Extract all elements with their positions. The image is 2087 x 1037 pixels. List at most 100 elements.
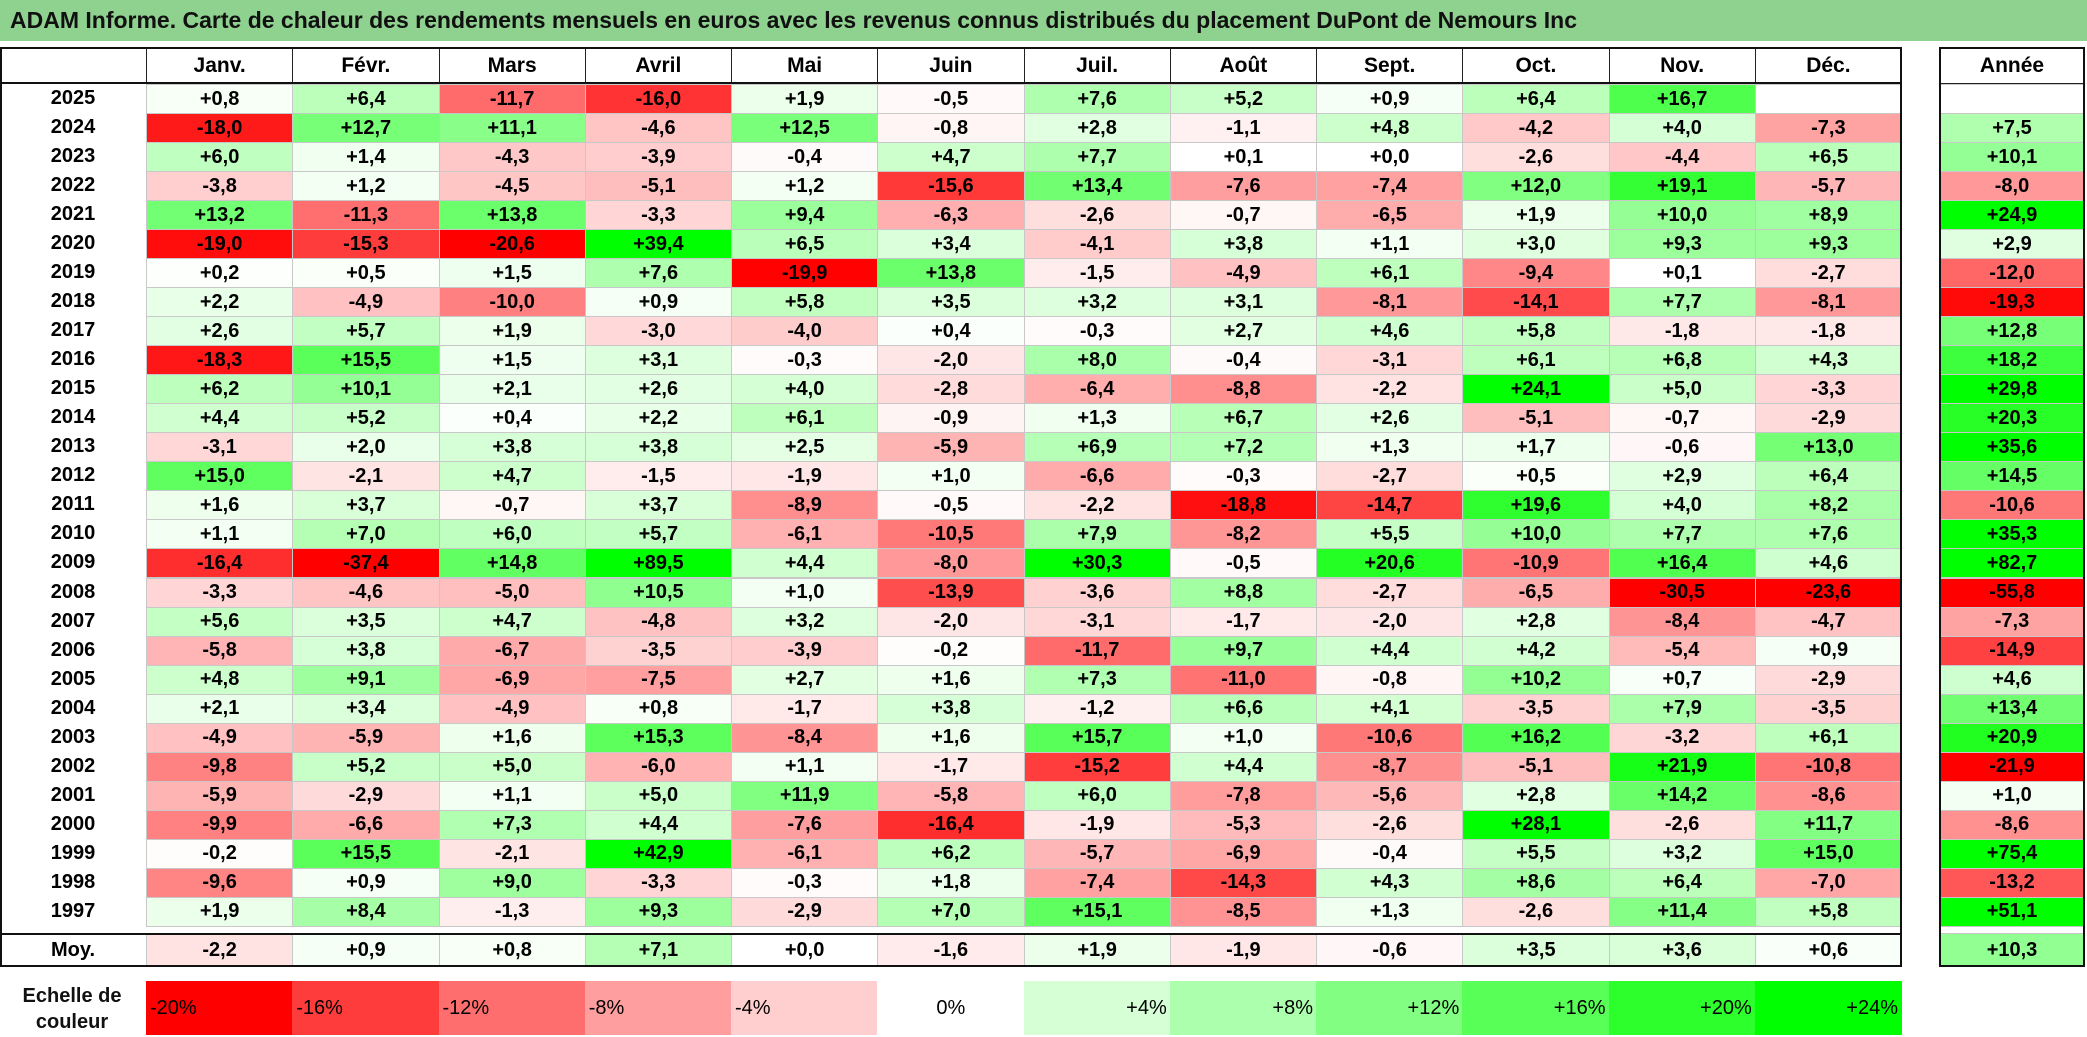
heatmap-cell: +3,2 (731, 606, 879, 637)
heatmap-cell: +9,1 (292, 664, 440, 695)
heatmap-cell: -3,3 (1754, 374, 1902, 405)
heatmap-cell: +1,3 (1023, 403, 1171, 434)
heatmap-cell: +10,0 (1608, 200, 1756, 231)
heatmap-cell: +1,0 (877, 461, 1025, 492)
heatmap-cell: +1,0 (731, 577, 879, 608)
heatmap-cell: +1,6 (877, 664, 1025, 695)
heatmap-cell: +4,0 (1608, 490, 1756, 521)
month-header: Juin (877, 47, 1025, 84)
heatmap-cell: -3,5 (584, 635, 732, 666)
heatmap-cell: -20,6 (438, 229, 586, 260)
annual-cell: +35,3 (1939, 519, 2085, 550)
heatmap-cell: +6,5 (731, 229, 879, 260)
heatmap-cell: +0,8 (584, 693, 732, 724)
annual-cell: +35,6 (1939, 432, 2085, 463)
heatmap-cell: -5,1 (1462, 403, 1610, 434)
heatmap-cell: +15,7 (1023, 722, 1171, 753)
month-header: Août (1169, 47, 1317, 84)
heatmap-cell: -4,3 (438, 142, 586, 173)
heatmap-cell: +1,0 (1169, 722, 1317, 753)
heatmap-cell: +4,7 (877, 142, 1025, 173)
row-year-label: 2023 (50, 145, 96, 168)
heatmap-cell: +8,4 (292, 896, 440, 927)
heatmap-cell: +5,2 (1169, 84, 1317, 115)
heatmap-cell: +5,8 (1462, 316, 1610, 347)
heatmap-cell: +7,9 (1023, 519, 1171, 550)
heatmap-cell: -3,2 (1608, 722, 1756, 753)
heatmap-cell: -9,4 (1462, 258, 1610, 289)
heatmap-cell: +16,7 (1608, 84, 1756, 115)
heatmap-cell: +6,2 (146, 374, 294, 405)
heatmap-cell: +21,9 (1608, 751, 1756, 782)
chart-title: ADAM Informe. Carte de chaleur des rende… (0, 0, 2087, 41)
heatmap-cell: +9,7 (1169, 635, 1317, 666)
heatmap-cell: +42,9 (584, 838, 732, 869)
heatmap-cell: +1,9 (438, 316, 586, 347)
heatmap-cell: -0,4 (1316, 838, 1464, 869)
heatmap-cell: +3,8 (584, 432, 732, 463)
heatmap-cell: -14,1 (1462, 287, 1610, 318)
row-year-label: 2005 (50, 667, 96, 690)
heatmap-cell: +3,7 (292, 490, 440, 521)
heatmap-cell: +15,3 (584, 722, 732, 753)
row-year-label: 1997 (50, 899, 96, 922)
average-cell: +7,1 (584, 933, 732, 967)
heatmap-cell: +3,1 (584, 345, 732, 376)
average-cell: +0,9 (292, 933, 440, 967)
heatmap-cell: +4,3 (1316, 867, 1464, 898)
heatmap-cell: +9,0 (438, 867, 586, 898)
row-year-label: 2007 (50, 609, 96, 632)
row-year-label: 1998 (50, 870, 96, 893)
annual-cell: -55,8 (1939, 577, 2085, 608)
month-header: Juil. (1023, 47, 1171, 84)
heatmap-cell: +2,0 (292, 432, 440, 463)
heatmap-cell: +2,6 (146, 316, 294, 347)
heatmap-cell: +1,6 (877, 722, 1025, 753)
heatmap-cell: +3,1 (1169, 287, 1317, 318)
heatmap-cell: -8,6 (1754, 780, 1902, 811)
heatmap-cell: +9,3 (1608, 229, 1756, 260)
row-year-label: 2012 (50, 464, 96, 487)
heatmap-cell: +6,1 (1754, 722, 1902, 753)
heatmap-cell: -8,8 (1169, 374, 1317, 405)
heatmap-cell: -1,8 (1754, 316, 1902, 347)
heatmap-cell: -6,1 (731, 838, 879, 869)
heatmap-cell: +2,2 (146, 287, 294, 318)
heatmap-cell: +0,9 (584, 287, 732, 318)
row-year-label: 2015 (50, 377, 96, 400)
average-row-label: Moy. (50, 938, 96, 961)
heatmap-cell: +8,2 (1754, 490, 1902, 521)
heatmap-cell: -10,9 (1462, 548, 1610, 579)
heatmap-cell: +12,0 (1462, 171, 1610, 202)
heatmap-cell: -1,9 (731, 461, 879, 492)
heatmap-cell: +7,7 (1608, 287, 1756, 318)
average-cell: -1,6 (877, 933, 1025, 967)
heatmap-cell: -5,7 (1023, 838, 1171, 869)
annual-cell: +12,8 (1939, 316, 2085, 347)
heatmap-cell: +2,8 (1462, 606, 1610, 637)
heatmap-cell: +0,7 (1608, 664, 1756, 695)
heatmap-cell: -18,3 (146, 345, 294, 376)
heatmap-cell: -7,4 (1316, 171, 1464, 202)
heatmap-cell: -4,6 (292, 577, 440, 608)
heatmap-cell: -5,1 (584, 171, 732, 202)
row-year-label: 2009 (50, 551, 96, 574)
heatmap-cell: -1,5 (1023, 258, 1171, 289)
heatmap-cell: +10,0 (1462, 519, 1610, 550)
heatmap-cell: -4,2 (1462, 113, 1610, 144)
heatmap-cell: -2,2 (1316, 374, 1464, 405)
heatmap-cell: -3,1 (1316, 345, 1464, 376)
heatmap-cell: +8,6 (1462, 867, 1610, 898)
heatmap-cell: -5,8 (146, 635, 294, 666)
heatmap-cell: -11,7 (1023, 635, 1171, 666)
heatmap-cell: -15,3 (292, 229, 440, 260)
heatmap-cell: +1,5 (438, 258, 586, 289)
heatmap-cell: -16,0 (584, 84, 732, 115)
heatmap-cell: +0,1 (1608, 258, 1756, 289)
heatmap-cell: -19,9 (731, 258, 879, 289)
heatmap-cell: +13,8 (438, 200, 586, 231)
heatmap-cell: +13,0 (1754, 432, 1902, 463)
heatmap-cell: -10,5 (877, 519, 1025, 550)
heatmap-cell: -8,5 (1169, 896, 1317, 927)
annual-cell: +10,1 (1939, 142, 2085, 173)
